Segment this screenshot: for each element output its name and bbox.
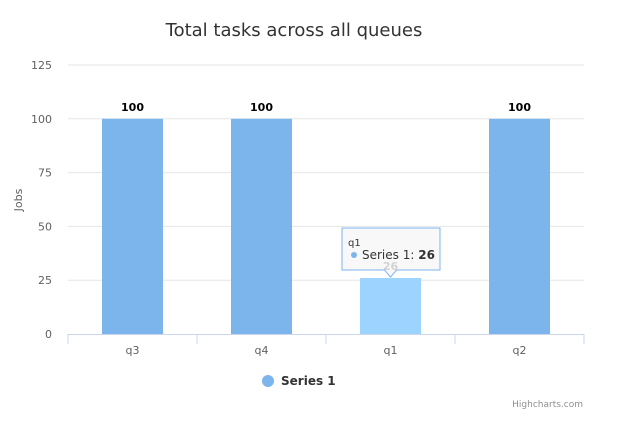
tooltip-category: q1 (348, 238, 361, 249)
bar-q4[interactable] (231, 118, 292, 334)
data-label-q3: 100 (121, 101, 144, 114)
tooltip-value: 26 (418, 248, 435, 262)
y-tick-label-50: 50 (38, 220, 52, 233)
data-label-q4: 100 (250, 101, 273, 114)
y-tick-label-75: 75 (38, 167, 52, 180)
chart-title: Total tasks across all queues (165, 20, 423, 41)
tooltip-box (341, 227, 441, 278)
x-tick-label-q1: q1 (384, 344, 398, 357)
bar-series (102, 118, 550, 334)
tooltip-series-name: Series 1 (362, 248, 410, 262)
legend-item-series-1[interactable]: Series 1 (281, 374, 336, 388)
y-tick-label-100: 100 (31, 113, 52, 126)
tooltip-series-text: Series 1: 26 (362, 248, 435, 262)
y-tick-label-25: 25 (38, 274, 52, 287)
x-tick-label-q3: q3 (126, 344, 140, 357)
credits-link[interactable]: Highcharts.com (512, 400, 583, 410)
y-tick-label-0: 0 (45, 328, 52, 341)
bar-q3[interactable] (102, 118, 163, 334)
bar-q2[interactable] (489, 118, 550, 334)
legend[interactable]: Series 1 (262, 374, 336, 388)
tooltip-series-dot-icon (351, 252, 357, 258)
tooltip-separator: : (410, 248, 418, 262)
y-tick-label-125: 125 (31, 59, 52, 72)
x-axis: q3 q4 q1 q2 (67, 334, 585, 357)
y-axis-ticks: 0 25 50 75 100 125 (31, 59, 52, 341)
bar-q1[interactable] (360, 278, 421, 334)
y-axis-title: Jobs (12, 188, 25, 212)
data-label-q2: 100 (508, 101, 531, 114)
data-labels: 100 100 26 100 (121, 101, 531, 273)
tooltip: q1 Series 1: 26 (341, 227, 441, 278)
legend-marker-icon[interactable] (262, 375, 274, 387)
x-tick-label-q2: q2 (513, 344, 527, 357)
x-tick-label-q4: q4 (255, 344, 269, 357)
